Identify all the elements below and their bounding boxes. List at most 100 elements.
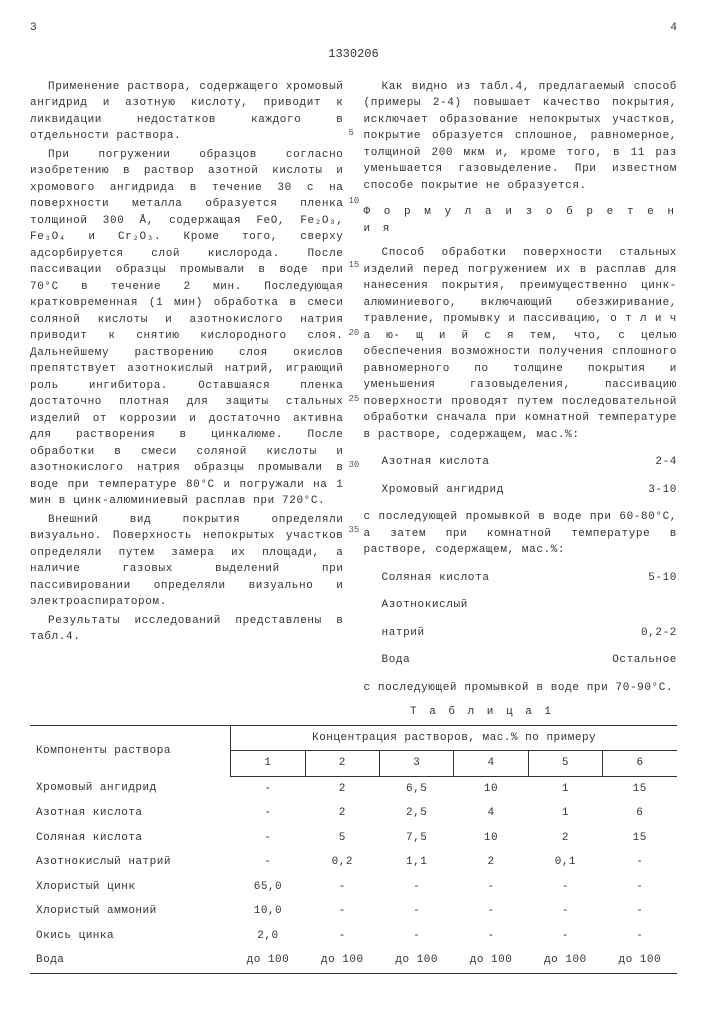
para: Применение раствора, содержащего хромовы… [30,79,344,145]
cell: 7,5 [379,826,453,851]
table-row: Хлористый аммоний10,0----- [30,899,677,924]
cell: - [454,899,528,924]
cell: 0,1 [528,850,602,875]
recipe-line: ВодаОстальное [364,652,678,669]
line-num: 25 [349,393,360,407]
cell: - [603,875,677,900]
cell: - [603,899,677,924]
line-num: 15 [349,259,360,273]
table-row: Соляная кислота-57,510215 [30,826,677,851]
cell: 15 [603,826,677,851]
cell: - [379,899,453,924]
page-num-left: 3 [30,20,37,37]
table-row: Хромовый ангидрид-26,510115 [30,776,677,801]
cell: 65,0 [231,875,305,900]
recipe-line: Хромовый ангидрид3-10 [364,482,678,499]
table-row: Окись цинка2,0----- [30,924,677,949]
line-num: 30 [349,459,360,473]
cell: - [528,924,602,949]
page-num-right: 4 [670,20,677,37]
cell: - [454,875,528,900]
cell: 2,5 [379,801,453,826]
cell: 2,0 [231,924,305,949]
para: При погружении образцов согласно изобрет… [30,147,344,510]
para: Результаты исследований представлены в т… [30,613,344,646]
row-label: Окись цинка [30,924,231,949]
cell: 6,5 [379,776,453,801]
cell: 5 [305,826,379,851]
cell: 10 [454,776,528,801]
recipe-line: Соляная кислота5-10 [364,570,678,587]
col-num: 5 [528,751,602,777]
table-caption: Т а б л и ц а 1 [30,704,677,721]
cell: - [231,850,305,875]
line-num: 5 [349,127,354,141]
col-num: 3 [379,751,453,777]
recipe-line: Азотная кислота2-4 [364,454,678,471]
cell: до 100 [454,948,528,973]
row-header: Компоненты раствора [30,725,231,776]
row-label: Хромовый ангидрид [30,776,231,801]
cell: 1 [528,776,602,801]
cell: - [305,899,379,924]
para: Внешний вид покрытия определяли визуальн… [30,512,344,611]
cell: - [231,826,305,851]
cell: 10 [454,826,528,851]
cell: 2 [454,850,528,875]
line-num: 20 [349,327,360,341]
cell: до 100 [528,948,602,973]
cell: 10,0 [231,899,305,924]
cell: 6 [603,801,677,826]
row-label: Вода [30,948,231,973]
cell: 2 [305,776,379,801]
right-column: Как видно из табл.4, предлагаемый способ… [364,79,678,699]
line-num: 10 [349,195,360,209]
cell: до 100 [603,948,677,973]
recipe-line: натрий0,2-2 [364,625,678,642]
cell: 1,1 [379,850,453,875]
cell: - [603,850,677,875]
cell: 4 [454,801,528,826]
cell: - [305,924,379,949]
table-row: Азотнокислый натрий-0,21,120,1- [30,850,677,875]
cell: - [231,801,305,826]
cell: 2 [528,826,602,851]
page-header: 3 4 [30,20,677,37]
cell: до 100 [379,948,453,973]
cell: - [379,875,453,900]
cell: - [603,924,677,949]
cell: - [528,875,602,900]
row-label: Соляная кислота [30,826,231,851]
para: с последующей промывкой в воде при 60-80… [364,509,678,559]
cell: 15 [603,776,677,801]
cell: - [379,924,453,949]
cell: - [528,899,602,924]
table-row: Водадо 100до 100до 100до 100до 100до 100 [30,948,677,973]
cell: 0,2 [305,850,379,875]
line-num: 35 [349,524,360,538]
left-column: Применение раствора, содержащего хромовы… [30,79,344,699]
row-label: Азотная кислота [30,801,231,826]
para: Способ обработки поверхности стальных из… [364,245,678,443]
table-row: Хлористый цинк65,0----- [30,875,677,900]
cell: - [454,924,528,949]
two-column-body: Применение раствора, содержащего хромовы… [30,79,677,699]
cell: до 100 [231,948,305,973]
cell: - [305,875,379,900]
row-label: Хлористый цинк [30,875,231,900]
para: с последующей промывкой в воде при 70-90… [364,680,678,697]
doc-number: 1330206 [30,45,677,63]
col-num: 6 [603,751,677,777]
cell: 1 [528,801,602,826]
cell: - [231,776,305,801]
col-num: 2 [305,751,379,777]
cell: до 100 [305,948,379,973]
row-label: Хлористый аммоний [30,899,231,924]
row-label: Азотнокислый натрий [30,850,231,875]
table-row: Азотная кислота-22,5416 [30,801,677,826]
recipe-line: Азотнокислый [364,597,678,614]
col-num: 1 [231,751,305,777]
para: Как видно из табл.4, предлагаемый способ… [364,79,678,195]
header-group: Концентрация растворов, мас.% по примеру [231,725,677,751]
col-num: 4 [454,751,528,777]
